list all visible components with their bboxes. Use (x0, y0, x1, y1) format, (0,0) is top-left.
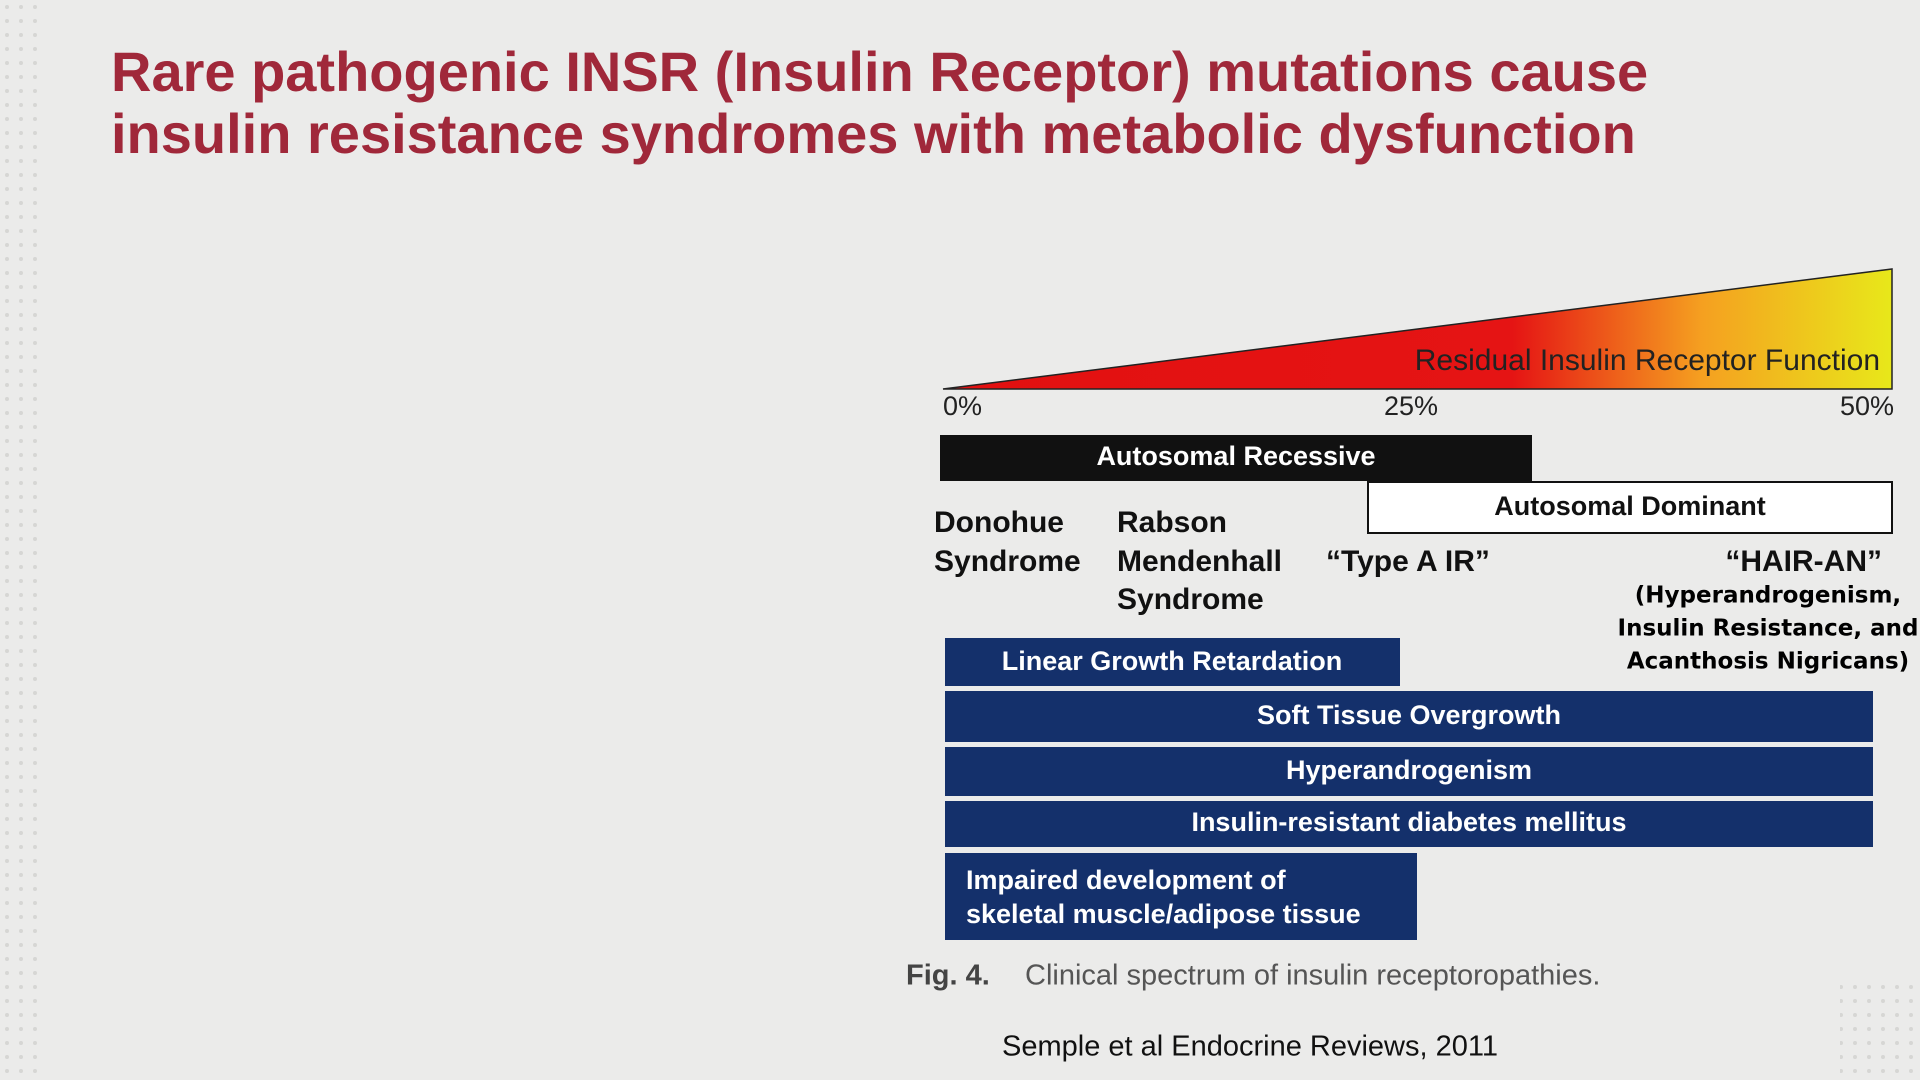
feature-bar (945, 747, 1873, 796)
syndrome-label: Donohue (934, 506, 1064, 539)
syndrome-label: “HAIR-AN” (1725, 545, 1882, 578)
syndrome-label: Rabson (1117, 506, 1227, 539)
syndrome-label: “Type A IR” (1326, 545, 1490, 578)
dot-pattern (0, 0, 40, 1080)
feature-label: skeletal muscle/adipose tissue (966, 899, 1361, 929)
feature-label: Insulin-resistant diabetes mellitus (1191, 807, 1626, 837)
function-wedge (942, 268, 1893, 390)
feature-bar (945, 801, 1873, 847)
caption-label: Fig. 4. (906, 960, 990, 992)
feature-bar (945, 691, 1873, 742)
dot-pattern (1840, 980, 1920, 1080)
syndrome-note: Insulin Resistance, and (1618, 616, 1919, 642)
dominant-bar (1367, 481, 1893, 534)
inheritance-label: Autosomal Recessive (1096, 441, 1375, 471)
feature-label: Linear Growth Retardation (1002, 646, 1343, 676)
title-line: Rare pathogenic INSR (Insulin Receptor) … (111, 40, 1648, 103)
title-line: insulin resistance syndromes with metabo… (111, 102, 1636, 165)
syndrome-label: Mendenhall (1117, 545, 1282, 578)
feature-label: Impaired development of (966, 865, 1287, 895)
syndrome-label: Syndrome (1117, 583, 1264, 616)
feature-label: Hyperandrogenism (1286, 755, 1532, 785)
syndrome-note: (Hyperandrogenism, (1635, 583, 1901, 609)
syndrome-note: Acanthosis Nigricans) (1627, 649, 1909, 675)
scale-tick: 50% (1840, 391, 1894, 421)
recessive-bar (940, 435, 1532, 481)
syndrome-label: Syndrome (934, 545, 1081, 578)
feature-label: Soft Tissue Overgrowth (1257, 700, 1561, 730)
citation: Semple et al Endocrine Reviews, 2011 (1002, 1031, 1498, 1063)
feature-bar (945, 853, 1417, 940)
caption-text: Clinical spectrum of insulin receptoropa… (1025, 960, 1600, 992)
scale-label: Residual Insulin Receptor Function (1415, 344, 1880, 377)
scale-tick: 25% (1384, 391, 1438, 421)
feature-bar (945, 638, 1400, 686)
inheritance-label: Autosomal Dominant (1494, 491, 1766, 521)
scale-tick: 0% (943, 391, 982, 421)
